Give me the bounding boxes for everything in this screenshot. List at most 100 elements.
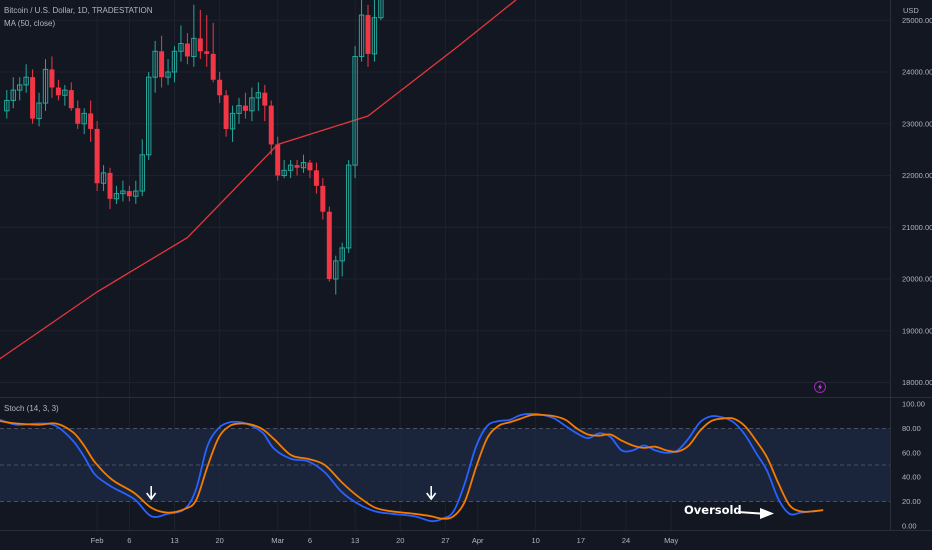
candle-down[interactable] (68, 82, 74, 111)
stochastic-annotations: Oversold (146, 486, 774, 519)
candle-up[interactable] (378, 0, 384, 21)
time-tick-label: 20 (396, 536, 404, 545)
candle-up[interactable] (62, 84, 68, 106)
candle-up[interactable] (17, 77, 23, 101)
candle-up[interactable] (281, 159, 287, 179)
candle-body (42, 68, 49, 104)
candle-body (352, 55, 358, 166)
candle-up[interactable] (287, 159, 294, 179)
candle-body (229, 112, 236, 130)
candle-up[interactable] (10, 77, 16, 109)
candle-down[interactable] (242, 92, 248, 119)
time-tick-label: 13 (170, 536, 178, 545)
candle-down[interactable] (320, 178, 326, 220)
alert-lightning-icon[interactable] (814, 381, 826, 393)
candle-up[interactable] (81, 108, 87, 135)
candle-body (146, 76, 152, 156)
stoch-tick-label: 20.00 (902, 497, 921, 506)
candle-down[interactable] (365, 4, 371, 67)
candle-down[interactable] (268, 100, 274, 155)
candle-up[interactable] (133, 180, 139, 204)
down-arrow-icon (426, 486, 437, 501)
candle-down[interactable] (307, 159, 313, 179)
candle-up[interactable] (339, 242, 345, 277)
candle-down[interactable] (210, 22, 216, 83)
candle-up[interactable] (152, 40, 158, 93)
candle-up[interactable] (42, 59, 49, 111)
candle-body (191, 37, 197, 57)
time-tick-label: 6 (308, 536, 312, 545)
candle-body (152, 50, 158, 78)
candle-up[interactable] (300, 154, 307, 173)
candle-down[interactable] (223, 90, 229, 137)
price-tick-label: 23000.00 (902, 119, 932, 128)
candlestick-series[interactable] (4, 0, 629, 295)
candle-down[interactable] (184, 33, 190, 65)
candle-body (307, 162, 313, 171)
candle-down[interactable] (326, 206, 332, 282)
candle-down[interactable] (217, 72, 223, 104)
candle-down[interactable] (275, 136, 281, 181)
candle-up[interactable] (120, 180, 126, 202)
candle-up[interactable] (345, 159, 352, 254)
candle-body (378, 0, 384, 19)
candle-down[interactable] (294, 159, 300, 176)
candle-up[interactable] (139, 139, 145, 197)
stoch-tick-label: 0.00 (902, 522, 917, 531)
candle-up[interactable] (255, 82, 262, 111)
candle-up[interactable] (171, 46, 178, 83)
candle-body (326, 211, 332, 279)
candle-down[interactable] (204, 15, 210, 67)
candle-body (300, 162, 307, 169)
candle-down[interactable] (197, 9, 203, 60)
candle-up[interactable] (333, 255, 339, 295)
candle-up[interactable] (358, 0, 365, 62)
candle-down[interactable] (30, 69, 36, 124)
stoch-axis[interactable]: 100.00 80.00 60.00 40.00 20.00 0.00 (902, 400, 925, 531)
candle-body (178, 43, 184, 52)
candle-body (255, 92, 262, 99)
candle-up[interactable] (178, 25, 184, 62)
candle-down[interactable] (107, 167, 113, 210)
stoch-tick-label: 80.00 (902, 424, 921, 433)
candle-down[interactable] (55, 79, 61, 101)
price-tick-label: 18000.00 (902, 378, 932, 387)
currency-label: USD (903, 6, 919, 15)
candle-down[interactable] (126, 185, 132, 202)
price-axis[interactable]: 31000.0030000.0029000.0028000.0027000.00… (902, 0, 932, 387)
candle-body (4, 99, 10, 112)
candle-down[interactable] (313, 162, 319, 194)
candle-up[interactable] (249, 87, 255, 122)
candle-down[interactable] (159, 35, 165, 88)
candle-up[interactable] (352, 46, 358, 179)
candle-up[interactable] (100, 165, 107, 192)
candle-body (313, 170, 319, 186)
candle-down[interactable] (88, 100, 94, 142)
candle-up[interactable] (191, 4, 197, 67)
candle-down[interactable] (49, 56, 55, 98)
symbol-title: Bitcoin / U.S. Dollar, 1D, TRADESTATION (4, 6, 153, 15)
candle-up[interactable] (371, 0, 378, 62)
candle-body (75, 108, 81, 124)
time-tick-label: 6 (127, 536, 131, 545)
candle-down[interactable] (94, 121, 100, 192)
candle-up[interactable] (23, 64, 29, 93)
candle-body (120, 190, 126, 195)
candle-body (30, 77, 36, 119)
candle-up[interactable] (4, 90, 10, 119)
ma-legend: MA (50, close) (4, 19, 56, 28)
candle-up[interactable] (165, 59, 171, 85)
candle-up[interactable] (36, 92, 42, 127)
candle-body (133, 190, 139, 197)
candle-body (10, 89, 16, 101)
candle-down[interactable] (262, 84, 268, 122)
candle-up[interactable] (146, 72, 152, 160)
stochastic-lines (0, 412, 824, 523)
candle-up[interactable] (113, 185, 120, 204)
time-axis[interactable]: Feb 6 13 20 Mar 6 13 20 27 Apr 10 17 24 May (91, 536, 679, 545)
candle-body (204, 51, 210, 54)
candle-up[interactable] (229, 105, 236, 142)
candle-up[interactable] (236, 97, 242, 124)
candle-down[interactable] (75, 100, 81, 129)
